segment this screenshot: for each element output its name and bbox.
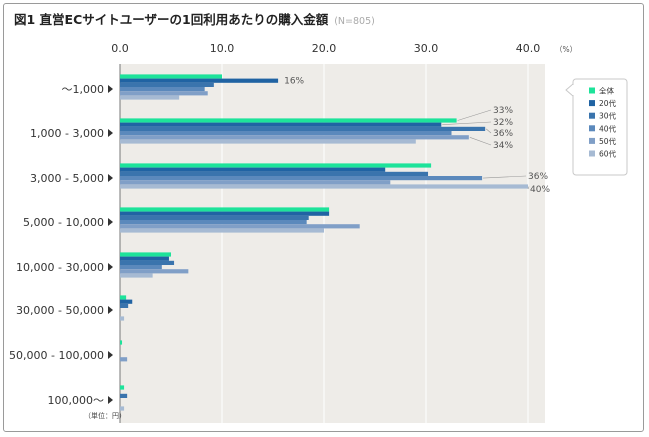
data-label: 36% <box>528 172 548 182</box>
plot-area <box>120 64 545 423</box>
unit-note: （単位：円） <box>84 412 126 420</box>
legend-swatch <box>589 150 595 157</box>
bar <box>120 269 189 274</box>
bar <box>120 167 386 172</box>
category-arrow-icon <box>108 306 113 314</box>
x-tick-label: 20.0 <box>312 42 337 55</box>
bar <box>120 340 123 345</box>
bar <box>120 139 416 144</box>
category-label: 5,000 - 10,000 <box>23 216 104 229</box>
bar <box>120 122 442 127</box>
annotation-leader <box>469 137 492 146</box>
legend-swatch <box>589 137 595 144</box>
bar <box>120 252 171 257</box>
bar <box>120 228 324 233</box>
bar <box>120 265 162 270</box>
bar <box>120 299 133 304</box>
bar <box>120 220 307 225</box>
bar <box>120 163 432 168</box>
category-arrow-icon <box>108 129 113 137</box>
bar <box>120 87 205 92</box>
bar <box>120 74 222 79</box>
legend-swatch <box>589 100 595 107</box>
legend-label: 20代 <box>599 98 617 108</box>
category-label: 3,000 - 5,000 <box>30 172 104 185</box>
legend-swatch <box>589 112 595 119</box>
category-label: 10,000 - 30,000 <box>16 261 104 274</box>
annotation-leader <box>442 121 492 125</box>
bar <box>120 211 330 216</box>
bar <box>120 131 452 136</box>
annotation-leader <box>483 175 527 179</box>
bar <box>120 224 360 229</box>
data-label: 40% <box>530 185 550 195</box>
legend-label: 全体 <box>599 86 614 96</box>
category-arrow-icon <box>108 396 113 404</box>
bar <box>120 393 128 398</box>
legend-label: 30代 <box>599 111 617 121</box>
bar <box>120 82 214 87</box>
bar <box>120 260 175 265</box>
data-label: 33% <box>493 106 513 116</box>
bar <box>120 215 309 220</box>
bar <box>120 171 429 176</box>
bar <box>120 95 180 100</box>
bar <box>120 303 129 308</box>
bar <box>120 78 279 83</box>
legend-box <box>572 78 628 176</box>
category-arrow-icon <box>108 85 113 93</box>
legend-label: 60代 <box>599 149 617 159</box>
bar <box>120 406 125 411</box>
data-label: 32% <box>493 118 513 128</box>
legend-swatch <box>589 125 595 132</box>
x-tick-label: 30.0 <box>414 42 439 55</box>
bar <box>120 184 528 189</box>
data-label: 16% <box>284 77 304 87</box>
x-tick-label: 40.0 <box>516 42 541 55</box>
legend-label: 40代 <box>599 123 617 133</box>
bar <box>120 118 457 123</box>
category-label: 100,000～ <box>48 394 105 407</box>
sample-size-note: (N=805) <box>334 16 375 27</box>
category-label: ～1,000 <box>62 83 105 96</box>
legend-label: 50代 <box>599 136 617 146</box>
bar <box>120 256 169 261</box>
bar <box>120 176 483 181</box>
category-arrow-icon <box>108 218 113 226</box>
legend-pointer <box>565 82 574 98</box>
bar <box>120 91 208 96</box>
annotation-leader <box>527 186 530 190</box>
data-label: 36% <box>493 129 513 139</box>
data-label: 34% <box>493 141 513 151</box>
bar <box>120 135 469 140</box>
x-tick-label: 0.0 <box>111 42 129 55</box>
bar <box>120 207 330 212</box>
bar <box>120 295 127 300</box>
category-label: 30,000 - 50,000 <box>16 304 104 317</box>
bar <box>120 180 391 185</box>
bar <box>120 357 128 362</box>
category-label: 1,000 - 3,000 <box>30 127 104 140</box>
annotation-leader <box>485 128 492 134</box>
category-arrow-icon <box>108 263 113 271</box>
annotation-leader <box>457 109 492 121</box>
bar <box>120 316 125 321</box>
bar <box>120 273 153 278</box>
category-label: 50,000 - 100,000 <box>9 349 104 362</box>
x-unit-label: （%） <box>555 45 577 54</box>
category-arrow-icon <box>108 351 113 359</box>
bar <box>120 126 486 131</box>
legend-swatch <box>589 87 595 94</box>
x-tick-label: 10.0 <box>210 42 235 55</box>
category-arrow-icon <box>108 174 113 182</box>
chart-title: 図1 直営ECサイトユーザーの1回利用あたりの購入金額 (N=805) <box>14 12 375 27</box>
bar <box>120 385 125 390</box>
